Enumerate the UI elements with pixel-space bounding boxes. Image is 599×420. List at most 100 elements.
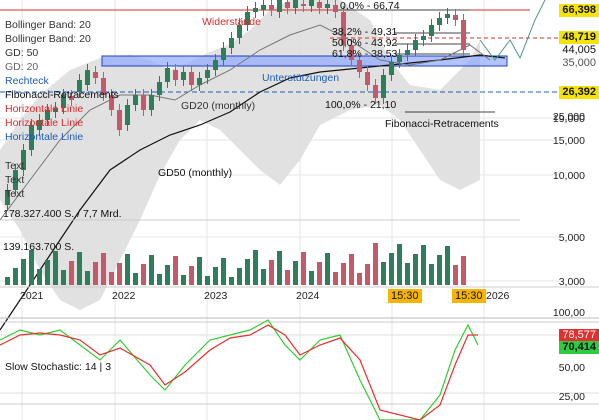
volume-bar <box>149 255 154 285</box>
price-tag-44: 44,005 <box>559 44 599 57</box>
annotation-gd50: GD50 (monthly) <box>158 167 233 179</box>
x-label-2021: 2021 <box>20 290 44 302</box>
x-label-2026: 2026 <box>486 290 510 302</box>
volume-bar <box>13 268 18 285</box>
legend-fibonacci[interactable]: Fibonacci-Retracements <box>5 89 119 101</box>
y-tick-10: 10,000 <box>552 170 585 182</box>
stochastic-value-red: 78,577 <box>559 329 599 342</box>
volume-bar <box>5 277 10 285</box>
volume-bar <box>213 267 218 285</box>
stochastic-k-line <box>0 319 479 420</box>
fib-level-100: 100,0% - 21,10 <box>325 99 397 111</box>
volume-bar <box>437 255 442 285</box>
candle-body <box>53 108 58 112</box>
fib-level-50: 50,0% - 43,92 <box>332 37 398 49</box>
legend-hline-3[interactable]: Horizontale Linie <box>5 131 84 143</box>
volume-bar <box>101 253 106 285</box>
candle-body <box>293 0 298 8</box>
candle-body <box>37 120 42 130</box>
volume-bar <box>277 251 282 285</box>
legend-text-3[interactable]: Text <box>5 188 25 200</box>
forecast-line <box>479 0 546 61</box>
volume-bar <box>309 271 314 285</box>
volume-bar <box>349 254 354 285</box>
volume-bar <box>109 272 114 285</box>
volume-bar <box>69 261 74 285</box>
y-tick-15: 15,000 <box>552 135 585 147</box>
volume-bar <box>173 256 178 285</box>
stoch-tick-50: 50,00 <box>558 362 585 374</box>
stochastic-d-line <box>0 324 478 420</box>
annotation-fibonacci: Fibonacci-Retracements <box>385 118 499 130</box>
annotation-widerstaende: Widerstände <box>202 16 261 28</box>
legend-gd20[interactable]: GD: 20 <box>5 61 39 73</box>
volume-label-1: 178.327.400 S. / 7,7 Mrd. <box>3 208 122 220</box>
volume-bar <box>141 264 146 285</box>
gd50-line <box>0 54 506 331</box>
candle-body <box>285 2 290 8</box>
volume-bar <box>61 270 66 285</box>
volume-bar <box>365 264 370 285</box>
volume-bar <box>421 245 426 285</box>
legend-hline-1[interactable]: Horizontale Linie <box>5 103 84 115</box>
candle-body <box>165 68 170 82</box>
legend-hline-2[interactable]: Horizontale Linie <box>5 117 84 129</box>
candle-body <box>253 8 258 12</box>
price-tag-66: 66,398 <box>559 4 599 17</box>
candle-body <box>405 50 410 55</box>
candle-body <box>333 5 338 12</box>
volume-bar <box>85 271 90 285</box>
volume-bar <box>229 277 234 285</box>
volume-label-2: 139.163.700 S. <box>3 241 75 253</box>
candle-body <box>213 60 218 70</box>
volume-bar <box>445 246 450 285</box>
volume-bar <box>245 259 250 285</box>
legend-text-2[interactable]: Text <box>5 174 25 186</box>
support-rectangle <box>101 55 508 67</box>
candle-body <box>141 95 146 110</box>
stoch-tick-25: 25,00 <box>558 391 585 403</box>
volume-bar <box>181 275 186 285</box>
volume-bar <box>205 276 210 285</box>
volume-bar <box>45 260 50 285</box>
candle-body <box>365 72 370 85</box>
volume-bar <box>325 253 330 285</box>
candle-body <box>205 70 210 78</box>
volume-bar <box>21 259 26 285</box>
legend-text-1[interactable]: Text <box>5 160 25 172</box>
candle-body <box>237 25 242 38</box>
volume-bar <box>133 273 138 285</box>
candle-body <box>69 96 74 100</box>
y-tick-5: 5,000 <box>558 232 585 244</box>
candle-body <box>277 0 282 12</box>
candle-body <box>5 190 10 205</box>
fib-level-618: 61,8% - 38,53 <box>332 48 398 60</box>
volume-bar <box>381 262 386 285</box>
legend-rechteck[interactable]: Rechteck <box>5 75 49 87</box>
annotation-unterstuetzungen: Unterstützungen <box>262 72 340 84</box>
legend-gd50[interactable]: GD: 50 <box>5 47 39 59</box>
candle-body <box>245 12 250 25</box>
candle-body <box>13 170 18 190</box>
volume-bar <box>333 272 338 285</box>
legend-bollinger-1[interactable]: Bollinger Band: 20 <box>5 19 91 31</box>
volume-bar <box>413 254 418 285</box>
x-label-2022: 2022 <box>112 290 136 302</box>
candle-body <box>261 5 266 10</box>
candle-body <box>109 95 114 110</box>
candle-body <box>157 82 162 95</box>
candle-body <box>341 12 346 45</box>
stochastic-label[interactable]: Slow Stochastic: 14 | 3 <box>5 361 112 373</box>
candle-body <box>349 45 354 60</box>
volume-bar <box>165 265 170 285</box>
legend-bollinger-2[interactable]: Bollinger Band: 20 <box>5 33 91 45</box>
volume-bar <box>293 261 298 285</box>
candle-body <box>197 78 202 85</box>
volume-bar <box>93 262 98 285</box>
candle-body <box>101 78 106 95</box>
candle-body <box>445 14 450 18</box>
price-tag-26: 26,392 <box>559 86 599 99</box>
candle-body <box>77 80 82 92</box>
candle-body <box>229 38 234 48</box>
